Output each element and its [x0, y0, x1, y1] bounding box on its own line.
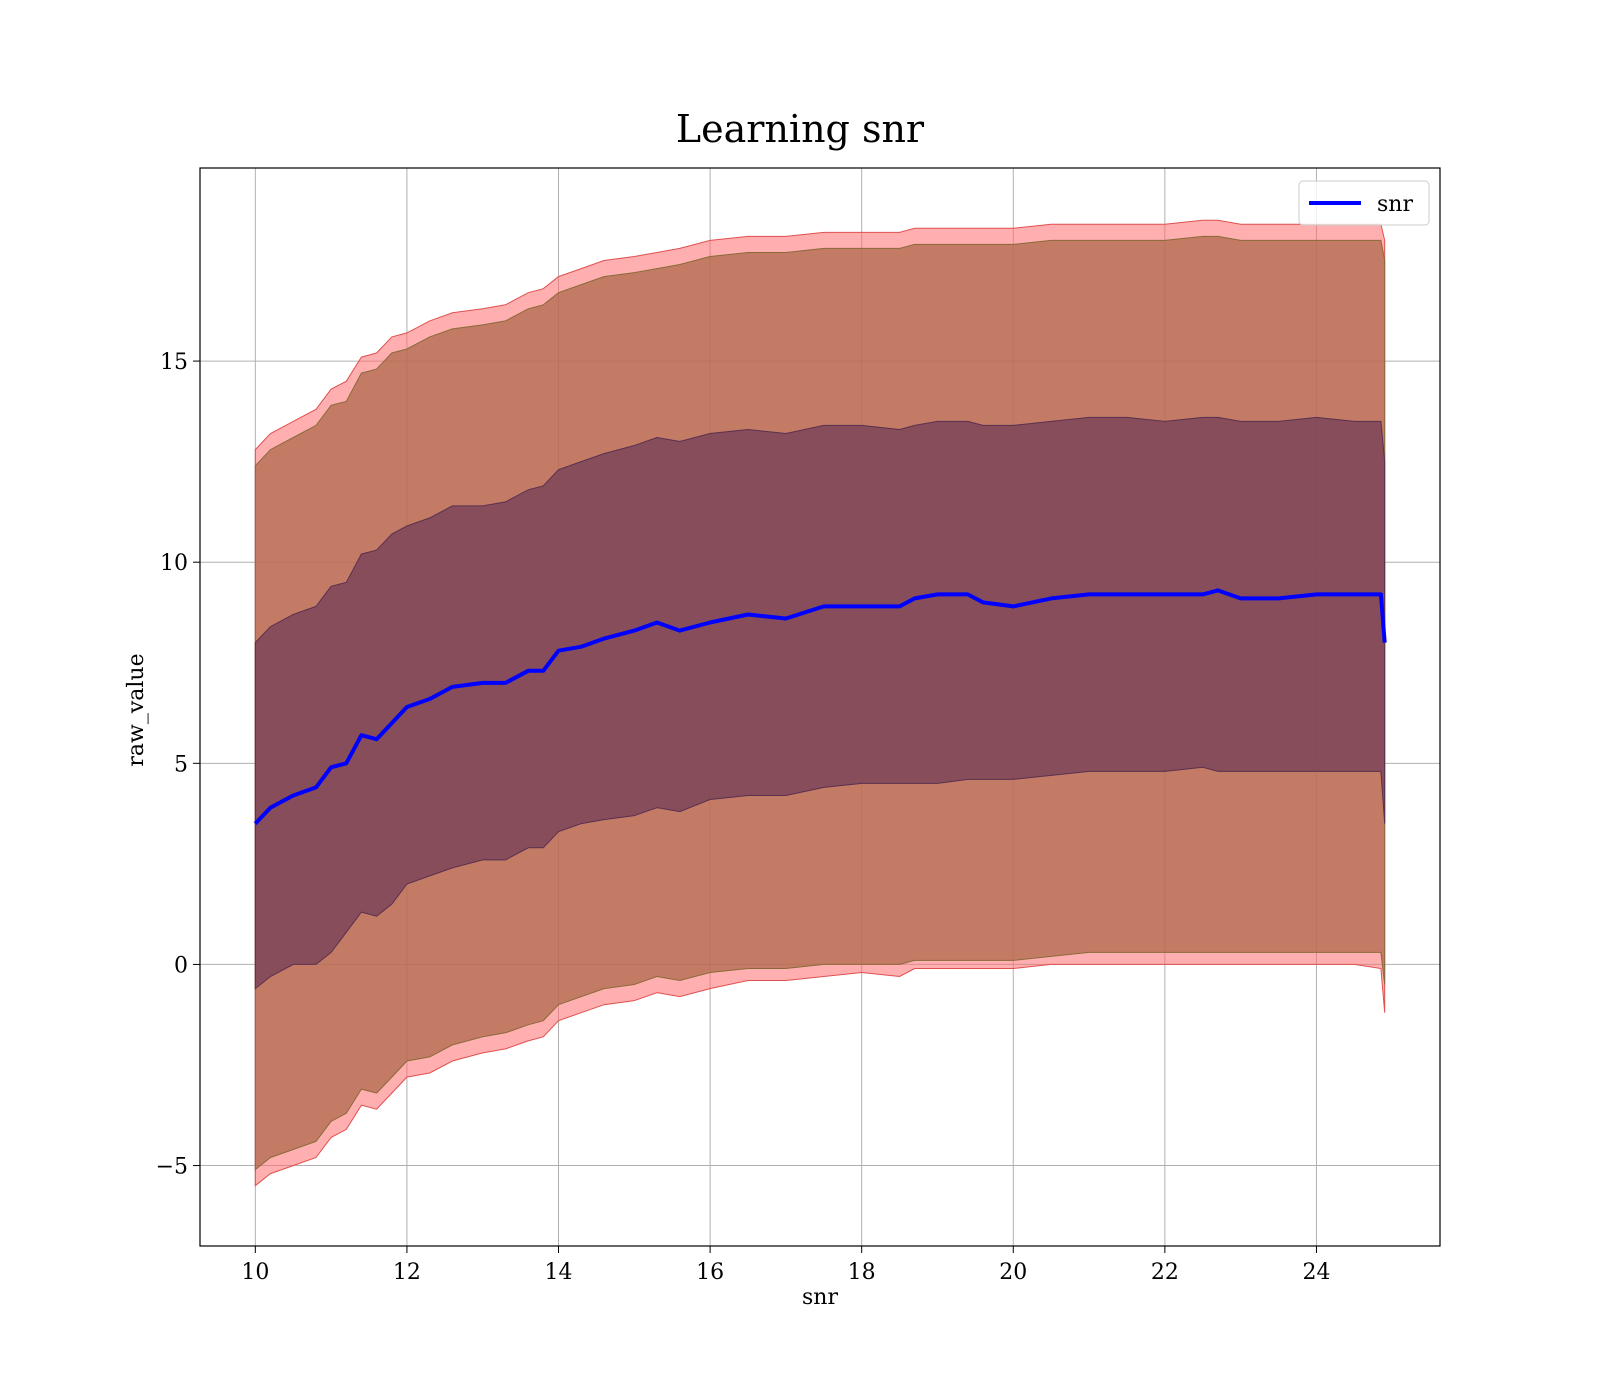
y-axis-ticks: −5 0 5 10 15 — [156, 350, 200, 1180]
axes-frame — [199, 167, 1441, 1247]
legend: snr — [1298, 180, 1430, 226]
legend-box — [1298, 180, 1430, 226]
chart-title: Learning snr — [676, 107, 925, 151]
y-tick-label: 10 — [160, 551, 188, 576]
y-tick-label: 15 — [160, 350, 188, 375]
y-tick-label: 0 — [174, 953, 188, 978]
x-tick-label: 12 — [393, 1260, 421, 1285]
x-tick-label: 22 — [1151, 1260, 1179, 1285]
x-tick-label: 24 — [1302, 1260, 1330, 1285]
inner-band — [254, 416, 1386, 990]
x-tick-label: 10 — [241, 1260, 269, 1285]
y-tick-label: −5 — [156, 1155, 188, 1180]
legend-entry-snr: snr — [1377, 192, 1413, 217]
x-tick-label: 20 — [999, 1260, 1027, 1285]
x-axis-label: snr — [802, 1285, 838, 1310]
confidence-bands — [254, 219, 1386, 1187]
x-tick-label: 18 — [848, 1260, 876, 1285]
plot-area: 10 12 14 16 18 20 22 24 −5 0 5 10 15 — [156, 167, 1441, 1285]
series-line-snr — [253, 588, 1387, 825]
x-tick-label: 14 — [545, 1260, 573, 1285]
y-axis-label: raw_value — [124, 653, 149, 766]
y-tick-label: 5 — [174, 752, 188, 777]
x-axis-ticks: 10 12 14 16 18 20 22 24 — [241, 1246, 1330, 1285]
x-tick-label: 16 — [696, 1260, 724, 1285]
series-lines — [253, 588, 1387, 825]
